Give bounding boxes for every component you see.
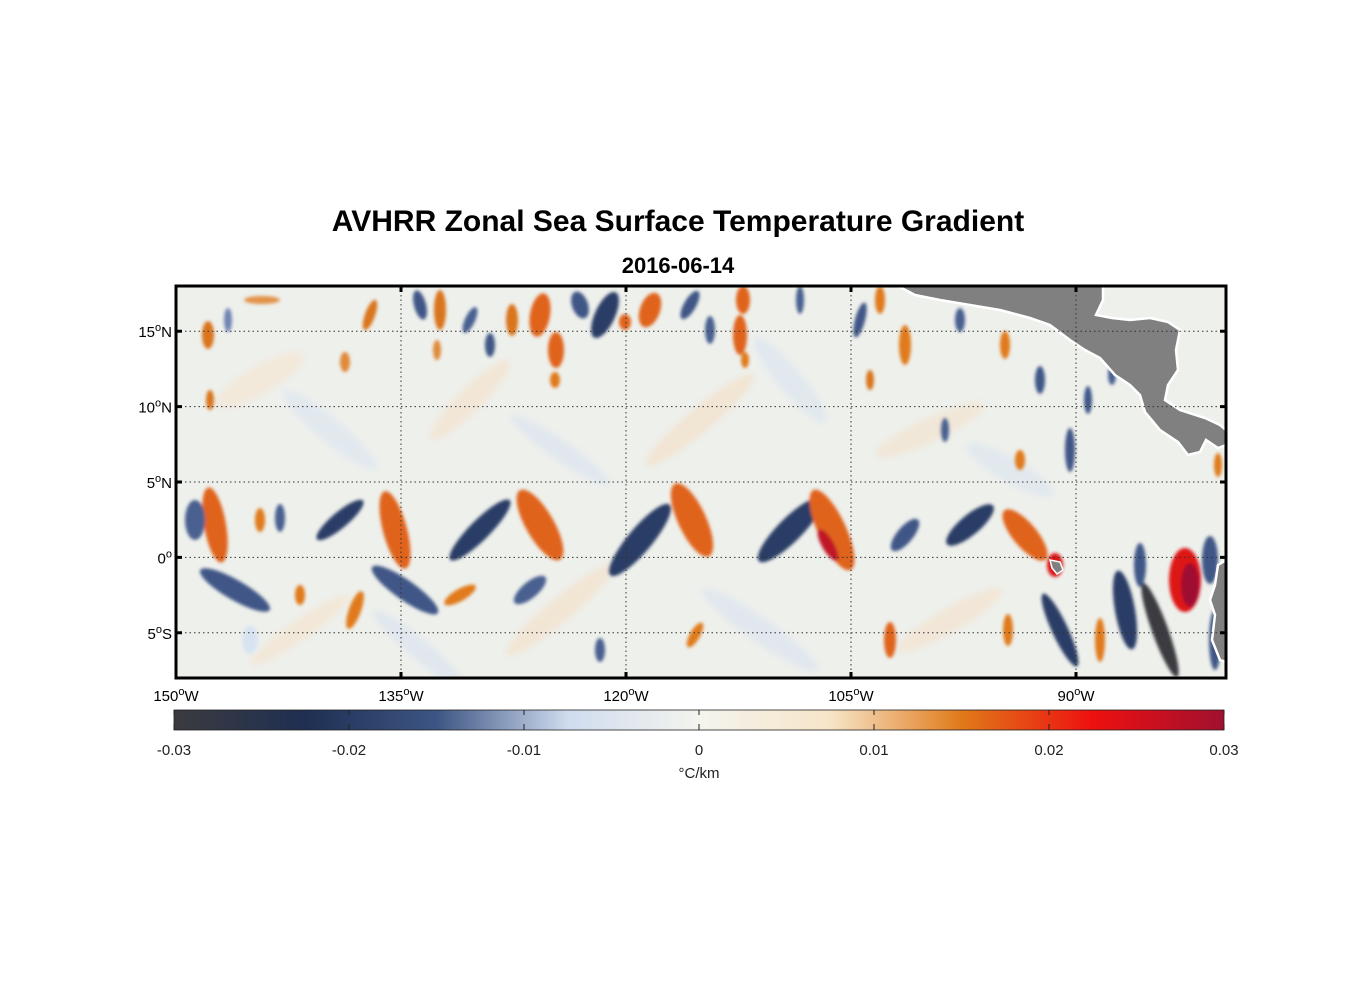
colorbar-tick-label: 0 [695,742,703,759]
land-masses [897,286,1226,664]
map-title: AVHRR Zonal Sea Surface Temperature Grad… [331,205,1025,238]
colorbar-tick-label: -0.02 [332,742,366,759]
lon-tick-label: 105oW [828,686,874,705]
lat-tick-label: 5oS [148,624,172,643]
south-america-land [1208,558,1226,664]
central-america-land [897,286,1226,457]
colorbar-tick-label: -0.03 [157,742,191,759]
equatorial-features [185,483,1221,678]
colorbar [174,710,1224,730]
colorbar-ticks: -0.03 -0.02 -0.01 0 0.01 0.02 0.03 [157,710,1239,759]
gradient-field [176,286,1226,678]
lon-tick-label: 135oW [378,686,424,705]
lon-tick-label: 120oW [603,686,649,705]
background-texture [216,337,1054,678]
colorbar-unit-label: °C/km [679,765,720,782]
map-ticks [174,286,1226,678]
lon-tick-label: 150oW [153,686,199,705]
map-subtitle: 2016-06-14 [621,253,735,278]
colorbar-tick-label: 0.03 [1209,742,1238,759]
latitude-labels: 15oN 10oN 5oN 0o 5oS [138,322,172,643]
colorbar-tick-label: 0.01 [859,742,888,759]
longitude-labels: 150oW 135oW 120oW 105oW 90oW [153,686,1095,705]
lat-tick-label: 0o [158,548,172,567]
galapagos-islands [1048,559,1064,575]
lat-tick-label: 10oN [138,398,172,417]
lon-tick-label: 90oW [1058,686,1096,705]
colorbar-tick-label: 0.02 [1034,742,1063,759]
lat-tick-label: 5oN [147,473,172,492]
colorbar-tick-label: -0.01 [507,742,541,759]
lat-tick-label: 15oN [138,322,172,341]
